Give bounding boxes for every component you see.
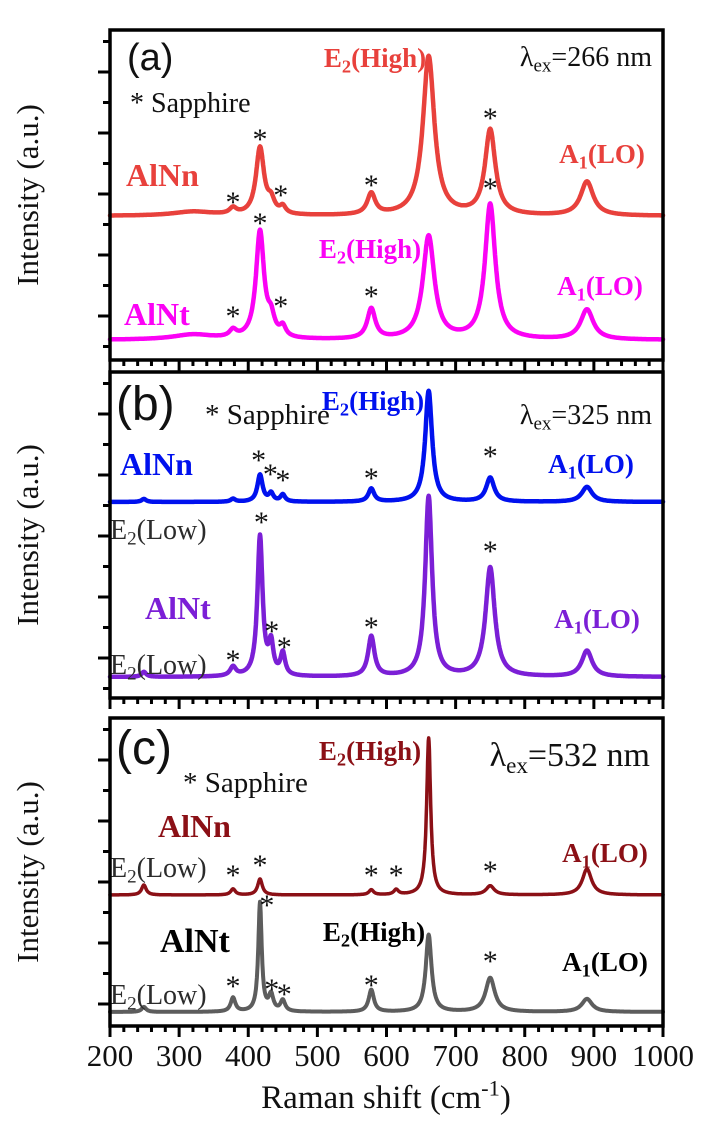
sapphire-asterisk: *	[259, 889, 274, 922]
panel-b-sapphire-note: * Sapphire	[205, 399, 330, 431]
sapphire-asterisk: *	[483, 172, 498, 205]
sapphire-asterisk: *	[364, 859, 379, 892]
x-tick-label: 1000	[632, 1038, 694, 1073]
sapphire-asterisk: *	[253, 207, 268, 240]
sapphire-asterisk: *	[483, 945, 498, 978]
sapphire-asterisk: *	[273, 290, 288, 323]
panel-c-e2-low-label-alnt: E2(Low)	[110, 980, 207, 1015]
sapphire-asterisk: *	[253, 123, 268, 156]
panel-b-e2-low-label-alnt: E2(Low)	[110, 650, 207, 685]
sapphire-asterisk: *	[483, 535, 498, 568]
panel-a-e2-high-label-alnt: E2(High)	[319, 234, 421, 267]
x-tick-label: 500	[294, 1038, 341, 1073]
panel-c-frame	[108, 716, 665, 1028]
sapphire-asterisk: *	[253, 849, 268, 882]
y-axis-title-1: Intensity (a.u.)	[10, 444, 45, 626]
panel-b-frame	[108, 370, 665, 700]
sapphire-asterisk: *	[273, 179, 288, 212]
x-tick-label: 200	[87, 1038, 134, 1073]
spectrum-curve-AlNt-c	[108, 899, 665, 1014]
spectrum-curve-AlNn-a	[107, 53, 666, 218]
panel-c-series-label-alnt: AlNt	[160, 923, 231, 960]
panel-c-e2-high-label-alnt: E2(High)	[323, 917, 425, 950]
panel-c-e2-low-label-alnn: E2(Low)	[110, 853, 207, 888]
panel-b-series-label-alnt: AlNt	[145, 590, 211, 626]
sapphire-asterisk: *	[483, 102, 498, 135]
panel-b-e2-high-label-alnn: E2(High)	[322, 386, 424, 419]
x-tick-label: 900	[571, 1038, 618, 1073]
sapphire-asterisk: *	[226, 970, 241, 1003]
x-tick-label: 300	[156, 1038, 203, 1073]
panel-c-panel-letter: (c)	[116, 722, 172, 775]
sapphire-asterisk: *	[264, 973, 279, 1006]
panel-c-e2-high-label-alnn: E2(High)	[319, 736, 421, 769]
x-tick-label: 600	[363, 1038, 410, 1073]
panel-b-panel-letter: (b)	[116, 378, 175, 431]
sapphire-asterisk: *	[263, 458, 278, 491]
panel-c-excitation-label: λex=532 nm	[490, 737, 650, 779]
panel-a-frame	[108, 28, 665, 362]
panel-a-a1-lo-label-alnn: A1(LO)	[559, 139, 645, 172]
panel-a-sapphire-note: * Sapphire	[130, 88, 251, 119]
panel-a-series-label-alnt: AlNt	[124, 296, 190, 332]
sapphire-asterisk: *	[483, 855, 498, 888]
sapphire-asterisk: *	[277, 631, 292, 664]
sapphire-asterisk: *	[254, 506, 269, 539]
panel-a-e2-high-label-alnn: E2(High)	[324, 43, 426, 76]
spectrum-curve-AlNt-a	[107, 201, 666, 342]
sapphire-asterisk: *	[226, 186, 241, 219]
sapphire-asterisk: *	[483, 440, 498, 473]
y-axis-title-2: Intensity (a.u.)	[10, 781, 45, 963]
sapphire-asterisk: *	[364, 969, 379, 1002]
x-tick-label: 400	[225, 1038, 272, 1073]
sapphire-asterisk: *	[226, 300, 241, 333]
spectrum-curve-AlNn-b	[107, 388, 666, 505]
x-tick-label: 800	[502, 1038, 549, 1073]
panel-c-a1-lo-label-alnn: A1(LO)	[562, 838, 648, 871]
sapphire-asterisk: *	[277, 978, 292, 1011]
sapphire-asterisk: *	[264, 615, 279, 648]
panel-a-panel-letter: (a)	[127, 37, 173, 79]
panel-c-a1-lo-label-alnt: A1(LO)	[562, 947, 648, 980]
panel-b-series-label-alnn: AlNn	[120, 446, 193, 482]
panel-b-a1-lo-label-alnt: A1(LO)	[554, 604, 640, 637]
sapphire-asterisk: *	[364, 462, 379, 495]
sapphire-asterisk: *	[364, 280, 379, 313]
x-axis-title: Raman shift (cm-1)	[261, 1075, 511, 1116]
panel-a-series-label-alnn: AlNn	[126, 157, 199, 193]
x-tick-label: 700	[432, 1038, 479, 1073]
sapphire-asterisk: *	[226, 859, 241, 892]
panel-b-excitation-label: λex=325 nm	[520, 400, 652, 435]
panel-b-a1-lo-label-alnn: A1(LO)	[548, 449, 634, 482]
sapphire-asterisk: *	[364, 611, 379, 644]
sapphire-asterisk: *	[251, 444, 266, 477]
spectrum-curve-AlNn-c	[108, 736, 665, 897]
sapphire-asterisk: *	[389, 859, 404, 892]
spectrum-curve-AlNt-b	[107, 493, 666, 680]
sapphire-asterisk: *	[275, 464, 290, 497]
sapphire-asterisk: *	[364, 169, 379, 202]
panel-c-series-label-alnn: AlNn	[158, 808, 231, 844]
panel-b-e2-low-label-alnn: E2(Low)	[110, 515, 207, 550]
y-axis-title-0: Intensity (a.u.)	[10, 104, 45, 286]
panel-a-excitation-label: λex=266 nm	[520, 42, 652, 77]
panel-c-sapphire-note: * Sapphire	[183, 767, 308, 799]
sapphire-asterisk: *	[226, 644, 241, 677]
panel-a-a1-lo-label-alnt: A1(LO)	[557, 271, 643, 304]
